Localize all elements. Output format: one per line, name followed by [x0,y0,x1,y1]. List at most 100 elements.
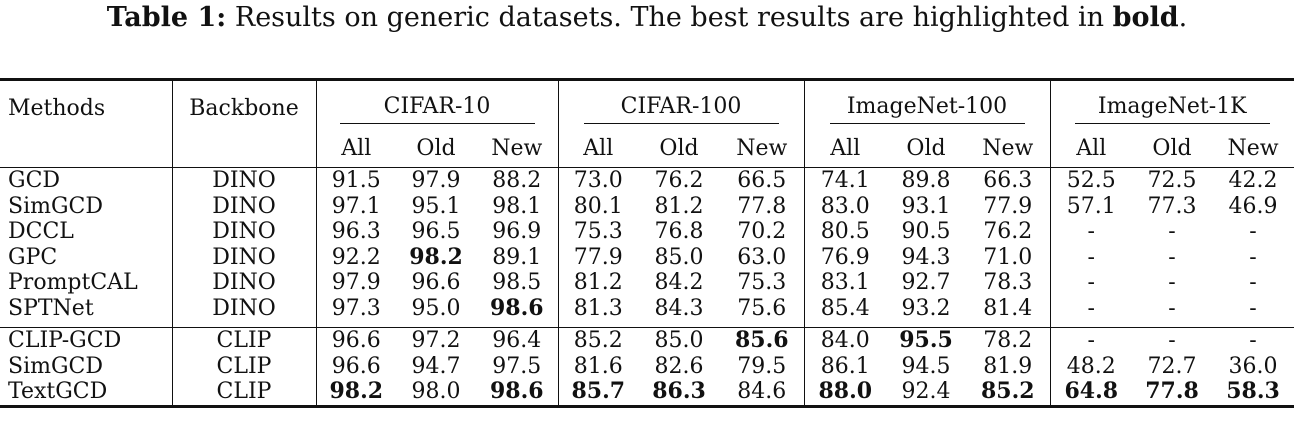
value-cell: 84.3 [654,295,704,321]
backbone-header: Backbone [172,78,317,131]
value-cell: 96.4 [476,327,559,354]
method-cell: SimGCD [0,193,173,219]
value-cell: 95.0 [411,295,461,321]
value-cell: 94.7 [411,353,461,379]
value-cell: 77.9 [966,193,1051,219]
value-cell: 97.2 [396,327,476,354]
subcol-header: Old [1152,136,1192,162]
value-cell: 74.1 [804,167,886,194]
value-cell: 76.2 [638,167,720,194]
value-cell: 72.7 [1147,353,1197,379]
value-cell: 81.2 [654,193,704,219]
value-cell: 77.3 [1147,193,1197,219]
value-cell: 73.0 [558,167,638,194]
value-cell: 96.6 [331,353,381,379]
value-cell: 75.3 [573,219,623,244]
table-row: PromptCAL DINO 97.9 96.6 98.5 81.2 84.2 75.3 83.… [0,270,1294,296]
table-row: CLIP-GCD CLIP 96.6 97.2 96.4 85.2 85.0 85.6 84.0… [0,327,1294,354]
table-caption: Table 1: Results on generic datasets. Th… [0,0,1294,36]
subcol-header: Old [659,136,699,162]
value-cell: 77.8 [1132,378,1212,408]
value-cell: 85.0 [638,327,720,354]
value-cell: 97.3 [331,295,381,321]
value-cell: 57.1 [1066,193,1116,219]
table-row: GPC DINO 92.2 98.2 89.1 77.9 85.0 63.0 76.9 94.3 7… [0,243,1294,270]
value-cell: 89.8 [886,167,966,194]
value-cell: 89.1 [476,244,559,270]
value-cell: 84.6 [720,379,805,408]
value-cell: 98.1 [476,193,559,219]
subcol-header: Old [906,136,946,162]
value-cell: 81.4 [966,295,1051,321]
value-cell: 83.0 [820,193,870,219]
value-cell: 81.2 [573,270,623,295]
gap-cell [966,321,1051,328]
subcol-header: Old [416,136,456,162]
value-cell: 63.0 [720,244,805,270]
value-cell: 96.9 [476,219,559,245]
value-cell: - [1249,295,1257,321]
value-cell: 58.3 [1212,378,1294,408]
group-label: ImageNet-100 [829,94,1025,125]
value-cell: 46.9 [1228,193,1278,219]
value-cell: 81.6 [573,353,623,379]
value-cell: 81.9 [966,353,1051,379]
value-cell: - [1249,219,1257,244]
value-cell: 96.6 [411,270,461,295]
value-cell: 76.8 [654,219,704,244]
value-cell: 64.8 [1050,378,1132,408]
value-cell: 97.5 [476,353,559,379]
value-cell: 84.2 [654,270,704,295]
subcol-header: All [583,136,614,162]
backbone-cell: CLIP [172,379,317,408]
value-cell: - [1249,270,1257,295]
group-label: CIFAR-10 [339,94,535,125]
table-row: SPTNet DINO 97.3 95.0 98.6 81.3 84.3 75.6 85.4 93… [0,295,1294,321]
value-cell: 94.5 [901,353,951,379]
value-cell: - [1168,295,1176,321]
subcol-header: All [341,136,372,162]
subcol-header: New [476,131,559,168]
value-cell: 80.1 [573,193,623,219]
subcol-header: New [720,131,805,168]
results-table: Methods Backbone CIFAR-10 CIFAR-100 Imag… [0,78,1294,408]
table-row: GCD DINO 91.5 97.9 88.2 73.0 76.2 66.5 74.1 89.8 6… [0,167,1294,194]
value-cell: 88.2 [476,167,559,194]
group-header-imagenet1k: ImageNet-1K [1050,78,1294,131]
value-cell: 76.9 [820,244,870,270]
gap-cell [0,321,173,328]
backbone-cell: CLIP [172,327,317,354]
subcol-header: All [830,136,861,162]
value-cell: 98.6 [476,295,559,321]
section-gap [0,321,1294,328]
value-cell: 76.2 [966,219,1051,245]
backbone-cell: DINO [172,219,317,245]
value-cell: 98.2 [409,243,463,270]
table-row: DCCL DINO 96.3 96.5 96.9 75.3 76.8 70.2 80.5 90.5… [0,219,1294,245]
value-cell: 85.2 [966,378,1051,408]
subcol-header: All [1076,136,1107,162]
value-cell: 80.5 [820,219,870,244]
value-cell: 75.3 [720,270,805,296]
group-label: CIFAR-100 [583,94,779,125]
value-cell: 85.7 [558,378,638,408]
value-cell: - [1087,219,1095,244]
value-cell: 77.8 [720,193,805,219]
value-cell: - [1212,327,1294,354]
group-header-cifar10: CIFAR-10 [316,78,559,131]
value-cell: 92.7 [901,270,951,295]
value-cell: 88.0 [804,378,886,408]
value-cell: 86.3 [638,378,720,408]
value-cell: 90.5 [901,219,951,244]
group-header-imagenet100: ImageNet-100 [804,78,1051,131]
value-cell: 75.6 [720,295,805,321]
value-cell: 97.1 [331,193,381,219]
method-cell: PromptCAL [0,270,173,296]
value-cell: 92.4 [886,379,966,408]
value-cell: 66.5 [720,167,805,194]
value-cell: - [1168,270,1176,295]
value-cell: 83.1 [820,270,870,295]
method-cell: GPC [0,244,173,270]
method-cell: DCCL [0,219,173,245]
table-row: SimGCD CLIP 96.6 94.7 97.5 81.6 82.6 79.5 86.1 94… [0,353,1294,379]
